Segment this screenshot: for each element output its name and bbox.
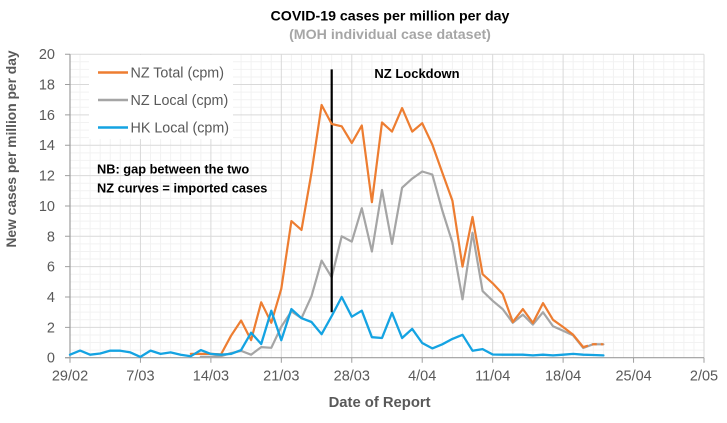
svg-text:4: 4 [47, 290, 55, 306]
svg-text:6: 6 [47, 260, 55, 276]
svg-text:(MOH individual case dataset): (MOH individual case dataset) [289, 27, 491, 43]
svg-text:NZ Total (cpm): NZ Total (cpm) [131, 66, 224, 82]
svg-text:25/04: 25/04 [615, 369, 651, 385]
svg-text:7/03: 7/03 [126, 369, 154, 385]
svg-text:14/03: 14/03 [193, 369, 229, 385]
svg-text:0: 0 [47, 351, 55, 367]
svg-text:18: 18 [39, 78, 55, 94]
svg-text:11/04: 11/04 [475, 369, 510, 385]
svg-text:2/05: 2/05 [690, 369, 718, 385]
svg-text:12: 12 [39, 169, 55, 185]
svg-text:18/04: 18/04 [545, 369, 581, 385]
svg-text:29/02: 29/02 [52, 369, 88, 385]
svg-text:HK Local (cpm): HK Local (cpm) [131, 121, 230, 137]
svg-text:20: 20 [39, 47, 55, 63]
svg-text:28/03: 28/03 [334, 369, 370, 385]
svg-text:NB: gap between the two: NB: gap between the two [97, 162, 249, 177]
svg-text:21/03: 21/03 [263, 369, 299, 385]
svg-text:2: 2 [47, 320, 55, 336]
svg-text:14: 14 [39, 138, 55, 154]
svg-text:16: 16 [39, 108, 55, 124]
svg-text:NZ curves = imported cases: NZ curves = imported cases [97, 181, 267, 196]
svg-text:NZ Local (cpm): NZ Local (cpm) [131, 93, 229, 109]
svg-text:8: 8 [47, 229, 55, 245]
svg-text:Date of Report: Date of Report [329, 395, 431, 411]
svg-text:NZ Lockdown: NZ Lockdown [374, 66, 459, 81]
svg-text:4/04: 4/04 [408, 369, 436, 385]
svg-text:COVID-19 cases per million per: COVID-19 cases per million per day [271, 9, 510, 25]
svg-text:New cases per million per day: New cases per million per day [4, 50, 19, 247]
svg-text:10: 10 [39, 199, 55, 215]
